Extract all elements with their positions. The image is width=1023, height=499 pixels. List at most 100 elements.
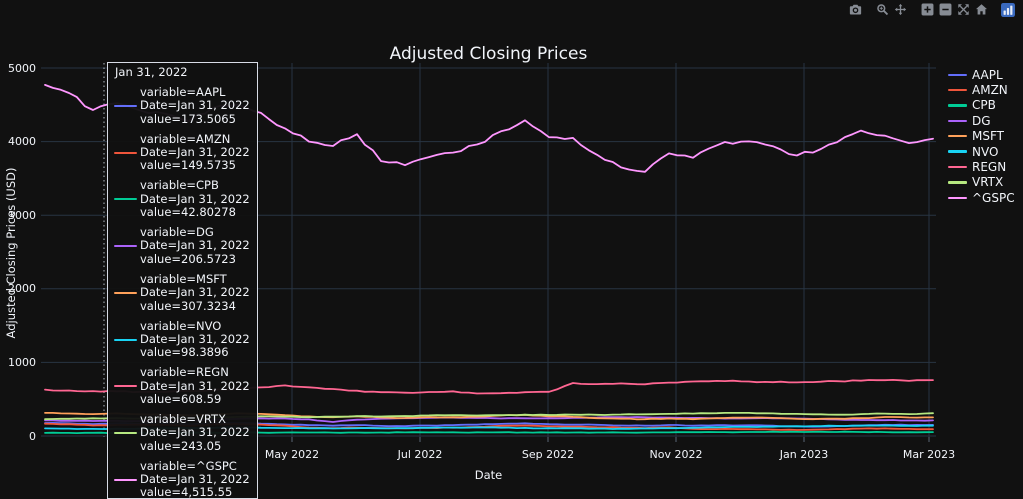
legend-item-DG[interactable]: DG [948, 113, 1015, 128]
tooltip-entry-line: value=307.3234 [140, 298, 236, 313]
tooltip-entry-line: Date=Jan 31, 2022 [140, 98, 250, 113]
tooltip-date-header: Jan 31, 2022 [115, 65, 188, 79]
tooltip-entry-line: Date=Jan 31, 2022 [140, 238, 250, 253]
x-tick-label: Sep 2022 [521, 448, 575, 461]
hover-tooltip: Jan 31, 2022 variable=AAPL Date=Jan 31, 2… [107, 62, 258, 499]
chart-title: Adjusted Closing Prices [389, 44, 588, 64]
tooltip-entry-swatch [114, 151, 137, 154]
legend-label: VRTX [972, 175, 1004, 190]
legend-item-NVO[interactable]: NVO [948, 144, 1015, 159]
legend-item-MSFT[interactable]: MSFT [948, 129, 1015, 144]
tooltip-entry-line: Date=Jan 31, 2022 [140, 331, 250, 346]
legend-swatch [948, 181, 967, 184]
y-tick-label: 0 [29, 429, 36, 443]
tooltip-entry-line: variable=AMZN [140, 131, 231, 146]
legend-label: REGN [972, 160, 1007, 175]
tooltip-entry-line: Date=Jan 31, 2022 [140, 285, 250, 300]
tooltip-entry-swatch [114, 104, 137, 107]
x-tick-label: Jul 2022 [397, 448, 443, 461]
plotly-logo-icon [1001, 2, 1015, 17]
tooltip-entry-line: variable=CPB [140, 178, 219, 193]
zoom-in-button[interactable] [918, 2, 936, 17]
tooltip-entry: variable=NVO Date=Jan 31, 2022 value=98.38… [113, 318, 250, 360]
tooltip-entry: variable=REGN Date=Jan 31, 2022 value=608.… [113, 365, 250, 407]
y-tick-label: 1000 [8, 355, 36, 369]
legend-label: ^GSPC [972, 190, 1015, 205]
plotly-logo-button[interactable] [999, 2, 1017, 17]
tooltip-entry: variable=CPB Date=Jan 31, 2022 value=42.80… [113, 178, 250, 220]
tooltip-entry-swatch [114, 245, 137, 248]
tooltip-entry-line: value=206.5723 [140, 251, 236, 266]
legend-label: CPB [972, 98, 996, 113]
legend-label: AAPL [972, 67, 1003, 82]
tooltip-entry-swatch [114, 385, 137, 388]
x-tick-label: May 2022 [264, 448, 320, 461]
tooltip-entry-line: value=98.3896 [140, 345, 229, 360]
pan-button[interactable] [891, 2, 909, 17]
tooltip-entry: variable=AAPL Date=Jan 31, 2022 value=173.… [113, 84, 250, 126]
tooltip-entry-swatch [114, 431, 137, 434]
tooltip-entry-line: value=4,515.55 [140, 485, 233, 499]
autoscale-button[interactable] [954, 2, 972, 17]
zoom-out-button[interactable] [936, 2, 954, 17]
tooltip-entry-line: variable=^GSPC [140, 458, 237, 473]
x-tick-label: Mar 2023 [902, 448, 956, 461]
tooltip-entry-line: Date=Jan 31, 2022 [140, 378, 250, 393]
x-tick-label: Jan 2023 [779, 448, 829, 461]
legend-swatch [948, 165, 967, 169]
tooltip-entry-line: variable=AAPL [140, 84, 226, 99]
tooltip-entry-line: Date=Jan 31, 2022 [140, 145, 250, 160]
tooltip-entry-line: value=173.5065 [140, 111, 236, 126]
tooltip-entry-swatch [114, 338, 137, 341]
zoom-button[interactable] [873, 2, 891, 17]
zoom-in-icon [921, 3, 933, 16]
legend-item-AAPL[interactable]: AAPL [948, 67, 1015, 82]
legend-swatch [948, 88, 967, 92]
legend-item-GSPC[interactable]: ^GSPC [948, 190, 1015, 205]
tooltip-entry-swatch [114, 478, 137, 481]
legend-swatch [948, 104, 967, 107]
y-tick-label: 3000 [8, 208, 36, 222]
tooltip-entry-line: value=149.5735 [140, 158, 236, 173]
tooltip-entry-line: variable=REGN [140, 365, 229, 380]
legend-item-CPB[interactable]: CPB [948, 98, 1015, 113]
legend-item-VRTX[interactable]: VRTX [948, 175, 1015, 190]
tooltip-entries: variable=AAPL Date=Jan 31, 2022 value=173.… [113, 84, 250, 499]
tooltip-entry-line: variable=NVO [140, 318, 222, 333]
home-icon [975, 4, 987, 15]
y-tick-label: 4000 [8, 135, 36, 149]
magnifier-icon [876, 4, 888, 16]
reset-axes-button[interactable] [972, 2, 990, 17]
legend-swatch [948, 196, 967, 200]
tooltip-entry-swatch [114, 291, 137, 294]
x-axis-title: Date [474, 468, 503, 482]
y-tick-label: 2000 [8, 282, 36, 296]
legend: AAPL AMZN CPB DG MSFT NVO REGN VRTX ^GSPC [948, 67, 1015, 206]
download-plot-button[interactable] [846, 2, 864, 17]
legend-label: NVO [972, 144, 999, 159]
legend-label: AMZN [972, 83, 1008, 98]
legend-swatch [948, 119, 967, 123]
tooltip-entry-line: Date=Jan 31, 2022 [140, 425, 250, 440]
y-tick-label: 5000 [8, 61, 36, 75]
tooltip-entry-line: value=243.05 [140, 438, 222, 453]
tooltip-entry-line: Date=Jan 31, 2022 [140, 472, 250, 487]
legend-swatch [948, 135, 967, 138]
tooltip-entry-line: value=42.80278 [140, 205, 236, 220]
legend-swatch [948, 73, 967, 76]
legend-item-AMZN[interactable]: AMZN [948, 82, 1015, 97]
legend-label: MSFT [972, 129, 1004, 144]
tooltip-entry-line: variable=MSFT [140, 271, 227, 286]
tooltip-entry-line: value=608.59 [140, 392, 222, 407]
x-tick-label: Nov 2022 [649, 448, 703, 461]
zoom-out-icon [939, 3, 951, 16]
pan-arrows-icon [894, 3, 906, 16]
tooltip-entry-swatch [114, 198, 137, 201]
tooltip-entry-line: variable=VRTX [140, 411, 226, 426]
legend-item-REGN[interactable]: REGN [948, 159, 1015, 174]
legend-swatch [948, 150, 967, 153]
y-axis-title: Adjusted Closing Prices (USD) [4, 167, 18, 339]
legend-label: DG [972, 113, 991, 128]
tooltip-entry: variable=AMZN Date=Jan 31, 2022 value=149.… [113, 131, 250, 173]
